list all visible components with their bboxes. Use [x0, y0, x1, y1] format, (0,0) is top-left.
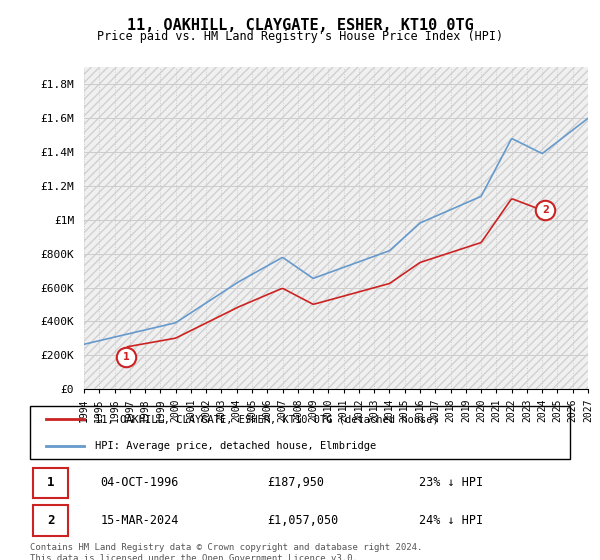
Text: HPI: Average price, detached house, Elmbridge: HPI: Average price, detached house, Elmb…	[95, 441, 376, 451]
Text: 1: 1	[122, 352, 130, 362]
Text: £187,950: £187,950	[268, 477, 325, 489]
Text: £1,057,050: £1,057,050	[268, 514, 339, 527]
Text: 04-OCT-1996: 04-OCT-1996	[100, 477, 179, 489]
Text: Contains HM Land Registry data © Crown copyright and database right 2024.
This d: Contains HM Land Registry data © Crown c…	[30, 543, 422, 560]
Text: 11, OAKHILL, CLAYGATE, ESHER, KT10 0TG (detached house): 11, OAKHILL, CLAYGATE, ESHER, KT10 0TG (…	[95, 414, 439, 424]
Text: 2: 2	[47, 514, 54, 527]
Text: 24% ↓ HPI: 24% ↓ HPI	[419, 514, 483, 527]
Text: 2: 2	[542, 205, 548, 215]
Text: Price paid vs. HM Land Registry's House Price Index (HPI): Price paid vs. HM Land Registry's House …	[97, 30, 503, 43]
Text: 15-MAR-2024: 15-MAR-2024	[100, 514, 179, 527]
Text: 1: 1	[47, 477, 54, 489]
Text: 23% ↓ HPI: 23% ↓ HPI	[419, 477, 483, 489]
Text: 11, OAKHILL, CLAYGATE, ESHER, KT10 0TG: 11, OAKHILL, CLAYGATE, ESHER, KT10 0TG	[127, 18, 473, 33]
